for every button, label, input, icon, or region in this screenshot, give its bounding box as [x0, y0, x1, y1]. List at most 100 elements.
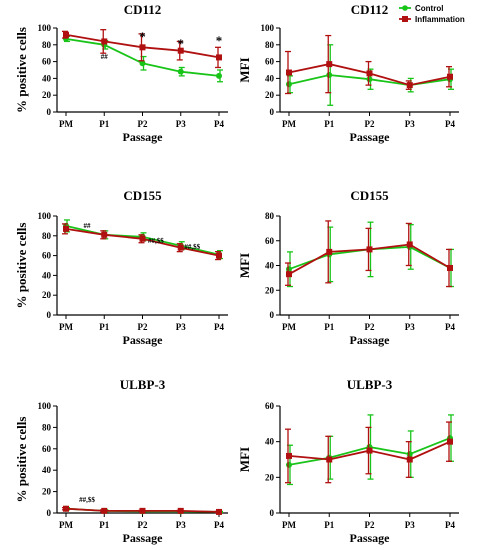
- data-point: [101, 231, 108, 238]
- data-point: [286, 461, 292, 468]
- y-axis-label: % positive cells: [14, 27, 29, 113]
- significance-marker: *: [216, 33, 223, 48]
- significance-marker: ##,$$: [79, 496, 95, 504]
- y-tick-label: 80: [265, 211, 275, 221]
- series-control: [63, 35, 223, 83]
- x-tick-label: P3: [176, 520, 186, 530]
- x-tick-label: P3: [176, 119, 186, 129]
- x-tick-label: P3: [405, 520, 415, 530]
- x-tick-label: P3: [176, 322, 186, 332]
- data-point: [139, 60, 146, 67]
- data-point: [216, 72, 222, 79]
- x-tick-label: P4: [445, 119, 455, 129]
- data-point: [286, 81, 292, 88]
- legend: Control Inflammation: [399, 4, 465, 24]
- x-axis-label: Passage: [350, 130, 391, 144]
- x-tick-label: P2: [138, 520, 148, 530]
- x-tick-label: P4: [214, 520, 224, 530]
- data-point: [139, 44, 146, 51]
- x-tick-label: P4: [445, 520, 455, 530]
- data-point: [177, 47, 184, 54]
- data-point: [326, 456, 333, 463]
- y-tick-label: 0: [270, 508, 275, 518]
- y-tick-label: 0: [47, 508, 52, 518]
- legend-entry-control: Control: [399, 4, 443, 13]
- data-point: [406, 451, 413, 458]
- data-point: [286, 69, 292, 76]
- y-axis-label: MFI: [237, 253, 252, 278]
- x-tick-label: P3: [405, 119, 415, 129]
- y-tick-label: 20: [265, 472, 275, 482]
- legend-entry-inflammation: Inflammation: [399, 15, 465, 24]
- data-point: [406, 456, 413, 463]
- panel-title: CD155: [123, 188, 162, 203]
- series-inflammation: [285, 34, 453, 95]
- data-point: [216, 508, 222, 515]
- data-point: [63, 31, 69, 38]
- data-point: [216, 54, 222, 61]
- y-tick-label: 60: [265, 401, 275, 411]
- panel-cd155-mfi: CD155 0 20 40 60 80 PM P1 P2 P3 P4 Passage MFI: [237, 188, 459, 347]
- y-tick-label: 0: [270, 310, 275, 320]
- y-tick-label: 60: [265, 236, 275, 246]
- significance-marker: ##,$$: [184, 243, 200, 251]
- legend-label: Inflammation: [415, 15, 465, 24]
- data-point: [326, 61, 333, 68]
- data-point: [447, 264, 453, 271]
- x-tick-label: PM: [282, 119, 296, 129]
- legend-marker: [402, 16, 408, 22]
- y-tick-label: 0: [270, 107, 275, 117]
- panel-cd112-mfi: CD112 0 20 40 60 80 100 PM P1 P2 P3 P4 Passage MFI: [237, 2, 459, 144]
- series-inflammation: [285, 220, 453, 288]
- panel-title: ULBP-3: [120, 377, 166, 392]
- legend-marker: [402, 5, 408, 11]
- y-tick-label: 60: [42, 251, 52, 261]
- y-axis-label: MFI: [237, 57, 252, 82]
- data-point: [139, 235, 146, 242]
- y-tick-label: 20: [42, 290, 52, 300]
- y-tick-label: 20: [42, 487, 52, 497]
- y-tick-label: 100: [38, 401, 52, 411]
- y-tick-label: 40: [265, 73, 275, 83]
- x-axis-label: Passage: [123, 531, 164, 545]
- y-tick-label: 100: [38, 23, 52, 33]
- x-tick-label: P4: [214, 322, 224, 332]
- y-tick-label: 60: [42, 57, 52, 67]
- x-tick-label: P4: [445, 322, 455, 332]
- x-axis-label: Passage: [350, 531, 391, 545]
- y-tick-label: 20: [265, 90, 275, 100]
- y-tick-label: 100: [261, 23, 275, 33]
- x-axis-label: Passage: [123, 333, 164, 347]
- data-point: [63, 225, 69, 232]
- x-tick-label: PM: [59, 119, 73, 129]
- data-point: [326, 248, 333, 255]
- y-axis-label: % positive cells: [14, 223, 29, 309]
- data-point: [286, 452, 292, 459]
- panel-title: CD112: [351, 2, 389, 17]
- data-point: [406, 82, 413, 89]
- x-tick-label: P1: [99, 322, 109, 332]
- data-point: [101, 507, 108, 514]
- significance-marker: *: [139, 29, 146, 44]
- x-tick-label: P2: [138, 322, 148, 332]
- panel-title: ULBP-3: [347, 377, 393, 392]
- x-tick-label: P1: [324, 322, 334, 332]
- y-tick-label: 0: [47, 107, 52, 117]
- significance-marker: ##: [101, 53, 109, 61]
- significance-marker: ##,$$: [148, 237, 164, 245]
- data-point: [177, 244, 184, 251]
- legend-label: Control: [415, 4, 443, 13]
- y-tick-label: 60: [265, 57, 275, 67]
- x-tick-label: P2: [365, 119, 375, 129]
- x-axis-label: Passage: [350, 333, 391, 347]
- x-tick-label: P1: [324, 119, 334, 129]
- data-point: [366, 76, 373, 83]
- series-inflammation: [285, 421, 453, 484]
- series-inflammation: [62, 29, 222, 69]
- y-tick-label: 40: [265, 437, 275, 447]
- significance-marker: *: [178, 36, 185, 51]
- panel-cd155-pct: CD155 0 20 40 60 80 100 PM P1 P2 P3 P4 Passage % posi…: [14, 188, 228, 347]
- data-point: [447, 73, 453, 80]
- x-tick-label: P4: [214, 119, 224, 129]
- data-point: [139, 507, 146, 514]
